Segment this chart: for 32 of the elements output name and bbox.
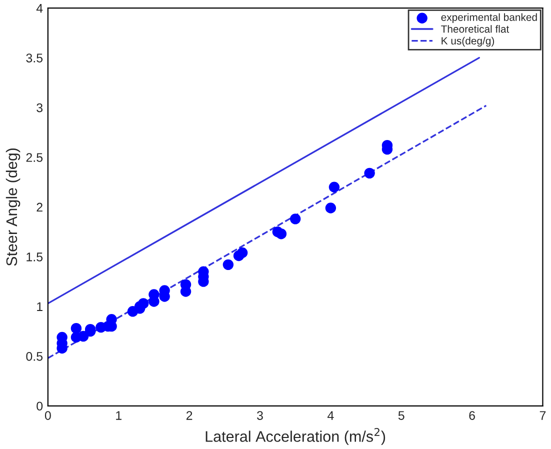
point bbox=[290, 214, 301, 224]
y-tick-label: 2.5 bbox=[26, 153, 43, 162]
point bbox=[325, 202, 336, 214]
y-tick-label: 0.5 bbox=[26, 352, 43, 361]
y-tick-label: 3.5 bbox=[26, 54, 43, 62]
x-tick-label: 6 bbox=[469, 411, 475, 420]
y-axis-title: Steer Angle (deg) bbox=[6, 148, 20, 266]
y-tick-label: 3 bbox=[36, 103, 43, 112]
point bbox=[236, 247, 248, 258]
x-tick-label: 1 bbox=[116, 411, 122, 420]
x-tick-label: 2 bbox=[186, 411, 192, 420]
point bbox=[138, 298, 149, 309]
legend-label: K us(deg/g) bbox=[442, 36, 494, 47]
y-tick-label: 4 bbox=[36, 4, 43, 13]
x-axis-title: Lateral Acceleration (m/s$^{2}$) bbox=[206, 428, 386, 445]
point bbox=[364, 168, 375, 179]
x-tick-label: 5 bbox=[398, 411, 404, 420]
y-tick-label: 2 bbox=[36, 202, 42, 212]
point bbox=[222, 259, 234, 270]
point bbox=[70, 322, 82, 334]
y-tick-label: 1.5 bbox=[26, 252, 43, 262]
x-tick-label: 4 bbox=[327, 411, 334, 420]
legend-label: experimental banked bbox=[441, 13, 537, 23]
x-tick-label: 7 bbox=[540, 411, 546, 420]
point bbox=[276, 228, 287, 240]
legend-label: Theoretical flat bbox=[441, 25, 510, 33]
y-tick-label: 0 bbox=[36, 402, 43, 411]
y-tick-label: 1 bbox=[37, 302, 42, 311]
point bbox=[328, 182, 340, 192]
x-tick-label: 3 bbox=[256, 411, 263, 420]
x-tick-label: 0 bbox=[44, 411, 51, 420]
point bbox=[78, 330, 89, 342]
